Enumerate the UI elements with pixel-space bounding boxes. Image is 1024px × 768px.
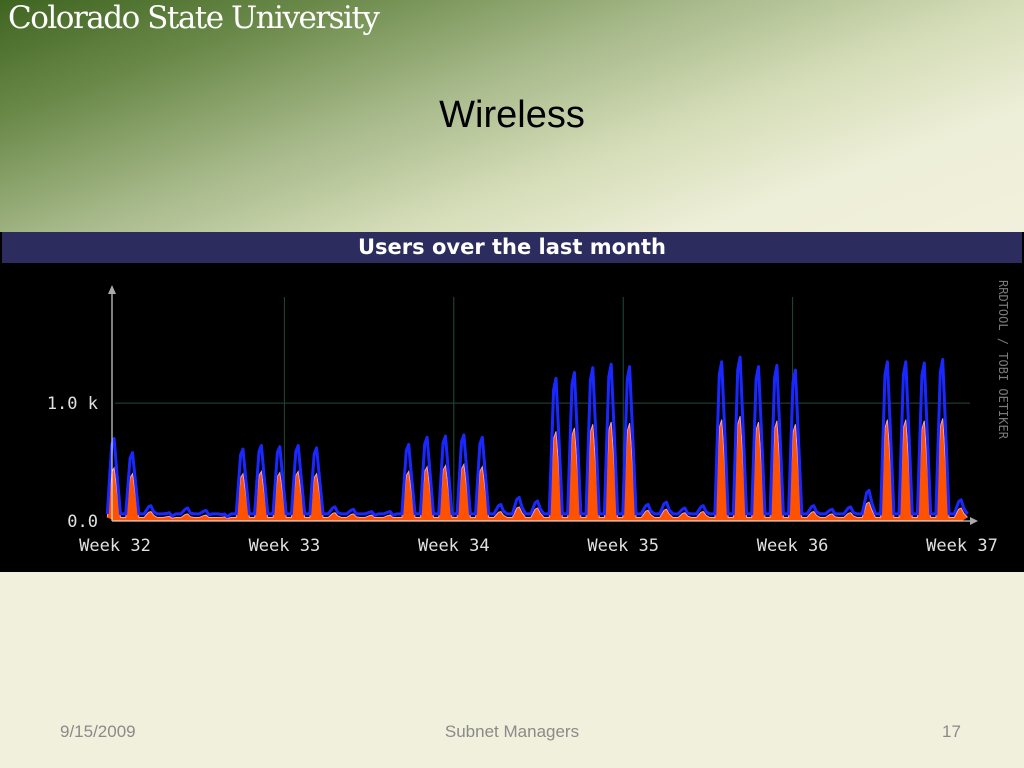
slide-title: Wireless bbox=[439, 94, 585, 136]
x-tick-label: Week 33 bbox=[249, 536, 321, 556]
footer-date: 9/15/2009 bbox=[60, 722, 136, 741]
chart-title: Users over the last month bbox=[2, 232, 1022, 263]
slide-header-gradient bbox=[0, 0, 1024, 232]
x-tick-label: Week 37 bbox=[926, 536, 998, 556]
watermark-label: RRDTOOL / TOBI OETIKER bbox=[996, 280, 1010, 440]
y-axis-arrow bbox=[108, 285, 116, 294]
chart-panel: Users over the last month 0.0 1.0 k Week 3… bbox=[0, 232, 1024, 572]
university-logo: Colorado State University bbox=[8, 0, 380, 36]
x-axis-arrow bbox=[970, 517, 978, 525]
x-tick-label: Week 35 bbox=[587, 536, 659, 556]
y-tick-label: 0.0 bbox=[67, 512, 98, 532]
x-tick-label: Week 34 bbox=[418, 536, 490, 556]
series-line-inner bbox=[106, 415, 968, 520]
series-line-outer bbox=[105, 355, 969, 519]
footer-title: Subnet Managers bbox=[444, 722, 580, 741]
x-tick-label: Week 32 bbox=[79, 536, 151, 556]
x-tick-label: Week 36 bbox=[757, 536, 829, 556]
rrd-graph: 0.0 1.0 k Week 32 Week 33 Week 34 Week 35 Week… bbox=[47, 280, 1010, 556]
page-number: 17 bbox=[942, 722, 961, 741]
y-tick-label: 1.0 k bbox=[47, 394, 98, 414]
